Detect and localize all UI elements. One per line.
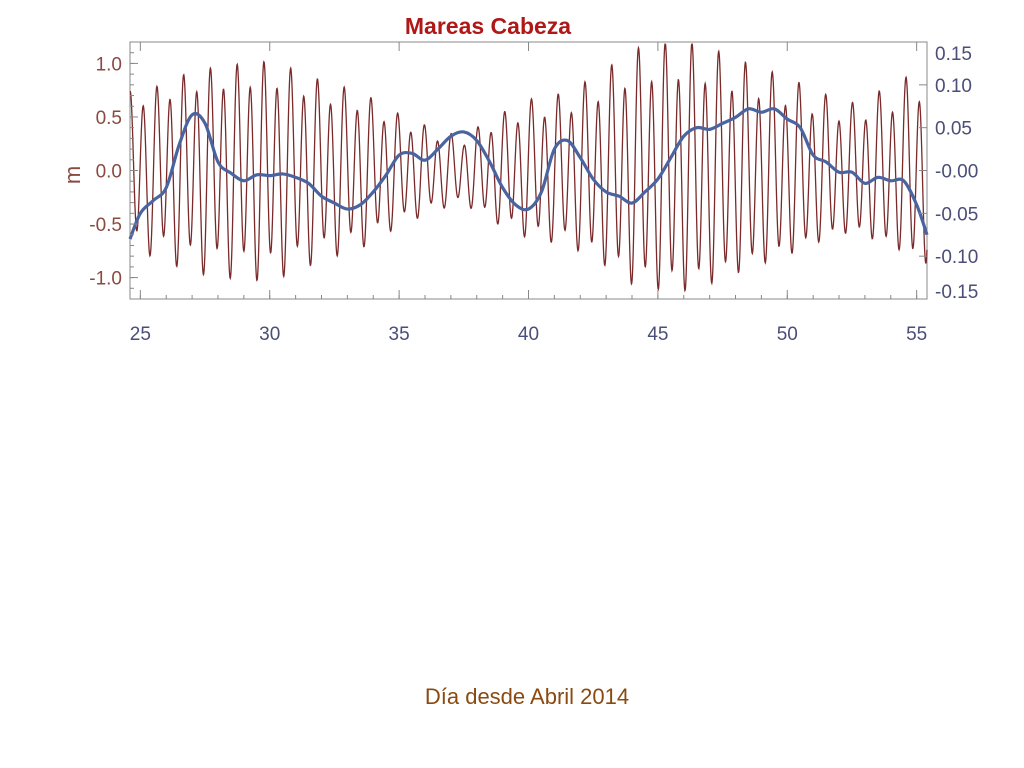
left-y-tick-label: 0.0 bbox=[96, 162, 122, 183]
x-tick-label: 45 bbox=[647, 324, 668, 345]
x-tick-label: 50 bbox=[777, 324, 798, 345]
left-y-tick-label: 1.0 bbox=[96, 54, 122, 75]
tide-series-line bbox=[129, 43, 928, 293]
right-y-axis: 0.15 0.10 0.05 -0.00 -0.05 -0.10 -0.15 bbox=[919, 41, 978, 303]
x-axis-label: Día desde Abril 2014 bbox=[425, 684, 629, 709]
left-y-axis: 1.0 0.5 0.0 -0.5 -1.0 bbox=[89, 41, 138, 300]
plot-area bbox=[128, 41, 929, 300]
right-y-tick-label: -0.05 bbox=[935, 204, 978, 225]
right-y-tick-label: 0.15 bbox=[935, 44, 972, 65]
right-y-tick-label: 0.05 bbox=[935, 119, 972, 140]
residual-series-line bbox=[128, 107, 929, 240]
left-y-tick-label: -1.0 bbox=[89, 269, 122, 290]
right-y-tick-label: -0.10 bbox=[935, 247, 978, 268]
y-axis-label: m bbox=[60, 166, 85, 184]
x-axis: 25 30 35 40 45 50 55 bbox=[130, 42, 927, 345]
right-y-tick-label: -0.15 bbox=[935, 282, 978, 303]
x-tick-label: 30 bbox=[259, 324, 280, 345]
left-y-tick-label: 0.5 bbox=[96, 108, 122, 129]
left-y-tick-label: -0.5 bbox=[89, 215, 122, 236]
right-y-tick-label: -0.00 bbox=[935, 162, 978, 183]
x-tick-label: 25 bbox=[130, 324, 151, 345]
x-tick-label: 40 bbox=[518, 324, 539, 345]
x-tick-label: 55 bbox=[906, 324, 927, 345]
chart-title: Mareas Cabeza bbox=[405, 13, 571, 39]
x-tick-label: 35 bbox=[389, 324, 410, 345]
right-y-tick-label: 0.10 bbox=[935, 76, 972, 97]
